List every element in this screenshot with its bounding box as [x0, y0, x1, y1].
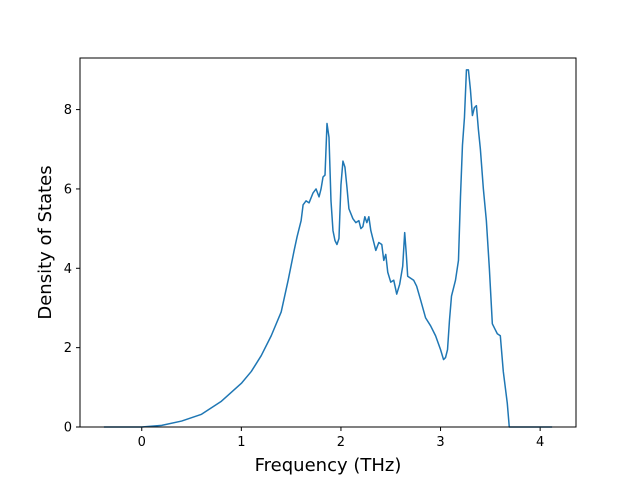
- x-tick-label: 1: [237, 435, 245, 450]
- x-tick-label: 4: [536, 435, 544, 450]
- x-axis-title: Frequency (THz): [255, 455, 402, 476]
- y-tick-label: 6: [64, 182, 72, 197]
- x-tick-label: 3: [436, 435, 444, 450]
- x-tick-label: 0: [138, 435, 146, 450]
- y-tick-label: 0: [64, 421, 72, 436]
- dos-series-line: [103, 69, 553, 428]
- axis-ticks: 0 1 2 3 4 0 2 4 6 8: [64, 103, 545, 450]
- y-axis-title: Density of States: [35, 165, 56, 319]
- y-tick-label: 4: [64, 262, 72, 277]
- y-tick-label: 8: [64, 103, 72, 118]
- x-tick-label: 2: [337, 435, 345, 450]
- y-tick-label: 2: [64, 341, 72, 356]
- plot-frame: [79, 57, 577, 428]
